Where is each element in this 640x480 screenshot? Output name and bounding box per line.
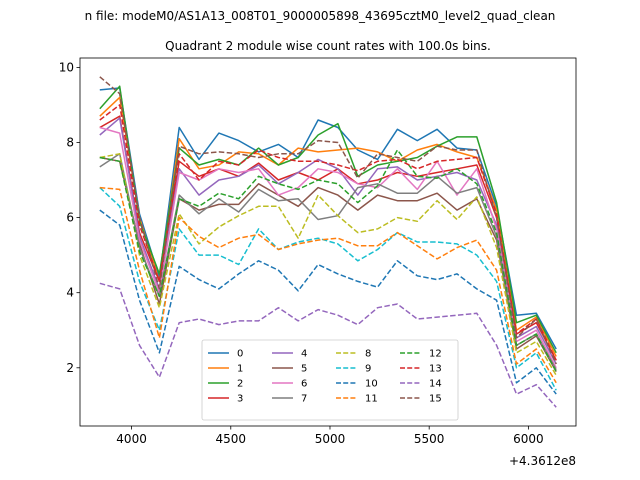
legend-entry-10: 10 xyxy=(336,379,378,390)
legend-label-11: 11 xyxy=(365,394,378,405)
legend-entry-15: 15 xyxy=(400,394,442,405)
legend-entry-14: 14 xyxy=(400,379,442,390)
legend-label-5: 5 xyxy=(301,364,307,375)
series-line-15 xyxy=(99,76,557,365)
series-line-10 xyxy=(99,209,557,395)
legend-entry-8: 8 xyxy=(336,349,371,360)
legend-entry-2: 2 xyxy=(208,379,243,390)
x-tick-label-4000: 4000 xyxy=(116,432,147,446)
series-line-8 xyxy=(99,153,557,376)
legend-label-9: 9 xyxy=(365,364,371,375)
figure-suptitle: n file: modeM0/AS1A13_008T01_9000005898_… xyxy=(85,9,556,23)
y-tick-label-10: 10 xyxy=(59,60,74,74)
legend-label-12: 12 xyxy=(429,349,442,360)
legend-entry-1: 1 xyxy=(208,364,243,375)
series-line-11 xyxy=(99,186,557,384)
legend-label-13: 13 xyxy=(429,364,442,375)
legend-entry-9: 9 xyxy=(336,364,371,375)
y-tick-label-2: 2 xyxy=(66,361,74,375)
x-tick-label-4500: 4500 xyxy=(216,432,247,446)
legend-entry-6: 6 xyxy=(272,379,307,390)
legend-label-15: 15 xyxy=(429,394,442,405)
legend-label-0: 0 xyxy=(237,349,243,360)
series-line-3 xyxy=(99,115,557,361)
legend-label-10: 10 xyxy=(365,379,378,390)
x-tick-label-5500: 5500 xyxy=(414,432,445,446)
y-tick-label-8: 8 xyxy=(66,135,74,149)
legend-entry-5: 5 xyxy=(272,364,307,375)
legend-label-14: 14 xyxy=(429,379,442,390)
legend-label-4: 4 xyxy=(301,349,307,360)
legend-label-1: 1 xyxy=(237,364,243,375)
chart-title: Quadrant 2 module wise count rates with … xyxy=(165,39,491,53)
x-offset-label: +4.3612e8 xyxy=(509,454,576,468)
legend-label-8: 8 xyxy=(365,349,371,360)
legend-entry-7: 7 xyxy=(272,394,307,405)
legend-entry-12: 12 xyxy=(400,349,442,360)
y-tick-label-6: 6 xyxy=(66,211,74,225)
legend-label-6: 6 xyxy=(301,379,307,390)
series-line-14 xyxy=(99,282,557,408)
series-line-12 xyxy=(99,149,557,372)
x-tick-label-6000: 6000 xyxy=(513,432,544,446)
legend-entry-0: 0 xyxy=(208,349,243,360)
legend-entry-13: 13 xyxy=(400,364,442,375)
y-tick-label-4: 4 xyxy=(66,286,74,300)
legend-label-7: 7 xyxy=(301,394,307,405)
legend-entry-4: 4 xyxy=(272,349,307,360)
series-line-6 xyxy=(99,126,557,369)
x-tick-label-5000: 5000 xyxy=(315,432,346,446)
plot-area: 4000 4500 5000 5500 600024681001234567891011… xyxy=(59,57,577,446)
legend-frame xyxy=(201,339,459,421)
legend-entry-3: 3 xyxy=(208,394,243,405)
legend-label-2: 2 xyxy=(237,379,243,390)
series-line-1 xyxy=(99,96,557,357)
series-line-2 xyxy=(99,85,557,354)
axes-frame xyxy=(79,57,577,427)
legend-label-3: 3 xyxy=(237,394,243,405)
legend-entry-11: 11 xyxy=(336,394,378,405)
